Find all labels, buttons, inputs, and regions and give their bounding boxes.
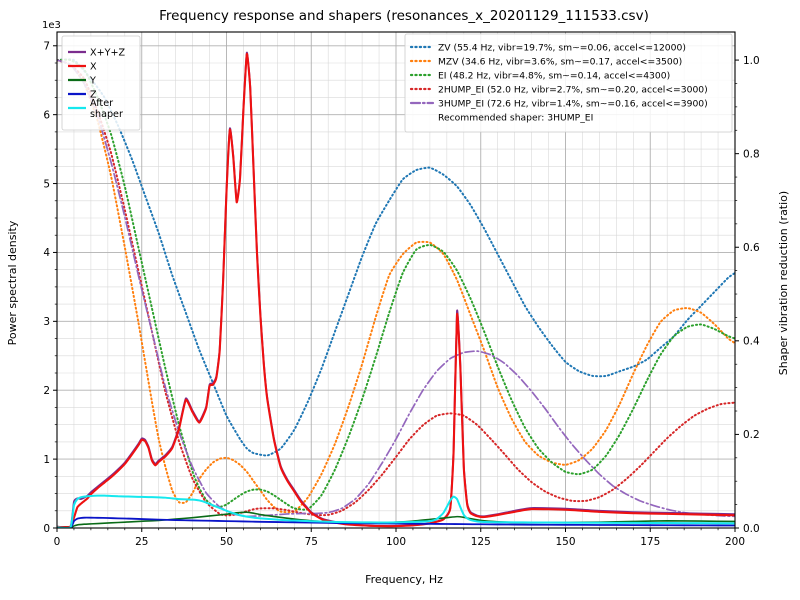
x-tick-label: 175 [640, 536, 660, 548]
y-tick-label: 0 [43, 523, 50, 535]
y-tick-label: 4 [43, 247, 50, 259]
page-title: Frequency response and shapers (resonanc… [159, 8, 649, 24]
y-axis-label: Power spectral density [6, 220, 19, 345]
x-tick-label: 50 [220, 536, 233, 548]
data-curves [57, 51, 735, 528]
psd-curve-after-shaper [57, 494, 735, 528]
legend-label-zv[interactable]: ZV (55.4 Hz, vibr=19.7%, sm~=0.06, accel… [438, 42, 686, 53]
legend-label-after-shaper[interactable]: After [90, 98, 113, 109]
x-tick-label: 200 [725, 536, 745, 548]
y-right-tick-label: 0.2 [743, 429, 760, 441]
legend-label-3hump_ei[interactable]: 3HUMP_EI (72.6 Hz, vibr=1.4%, sm~=0.16, … [438, 98, 708, 109]
y-right-tick-label: 0.4 [743, 336, 760, 348]
x-tick-label: 125 [471, 536, 491, 548]
axis-ticks [53, 45, 739, 532]
legend-label-z[interactable]: Z [90, 89, 97, 100]
y-right-tick-label: 0.0 [743, 523, 760, 535]
y-tick-label: 7 [43, 41, 50, 53]
legend-psd-box [61, 35, 141, 131]
recommended-shaper-text: Recommended shaper: 3HUMP_EI [438, 112, 593, 123]
shaper-curve-mzv [57, 59, 735, 514]
y-right-tick-label: 0.8 [743, 148, 760, 160]
legend-label-ei[interactable]: EI (48.2 Hz, vibr=4.8%, sm~=0.14, accel<… [438, 70, 670, 81]
shaper-curve-2hump_ei [57, 59, 735, 517]
x-axis-label: Frequency, Hz [365, 573, 443, 586]
psd-curve-x [57, 52, 735, 528]
y-tick-label: 2 [43, 385, 50, 397]
x-tick-label: 100 [386, 536, 406, 548]
legend-label-after-shaper-2[interactable]: shaper [90, 109, 123, 120]
y-right-tick-label: 1.0 [743, 55, 760, 67]
legend-label-2hump_ei[interactable]: 2HUMP_EI (52.0 Hz, vibr=2.7%, sm~=0.20, … [438, 84, 708, 95]
legend-label-mzv[interactable]: MZV (34.6 Hz, vibr=3.6%, sm~=0.17, accel… [438, 56, 682, 67]
legend-label-x-y-z[interactable]: X+Y+Z [90, 47, 126, 58]
y-tick-label: 6 [43, 109, 50, 121]
legend-label-y[interactable]: Y [89, 75, 96, 86]
y-axis-offset-label: 1e3 [42, 20, 61, 31]
shaper-curve-zv [57, 58, 735, 457]
y-right-tick-label: 0.6 [743, 242, 760, 254]
x-tick-label: 25 [135, 536, 148, 548]
x-tick-label: 75 [305, 536, 318, 548]
shaper-curve-ei [57, 58, 735, 511]
axis-tick-labels: 0 25 50 75 100 125 150 175 200 0 1 2 3 4 5 6 7 0.0 0.2 0.4 0… [43, 41, 760, 548]
x-tick-label: 0 [54, 536, 61, 548]
y-tick-label: 3 [43, 316, 50, 328]
legend-label-x[interactable]: X [90, 61, 97, 72]
y-tick-label: 5 [43, 178, 50, 190]
y-tick-label: 1 [43, 454, 50, 466]
psd-curve-z [57, 516, 735, 528]
y-axis-label-right: Shaper vibration reduction (ratio) [777, 191, 790, 375]
x-tick-label: 150 [555, 536, 575, 548]
shaper-curve-3hump_ei [57, 59, 735, 518]
legend-shapers[interactable]: ZV (55.4 Hz, vibr=19.7%, sm~=0.06, accel… [404, 33, 733, 133]
legend-shapers-box [404, 33, 733, 133]
